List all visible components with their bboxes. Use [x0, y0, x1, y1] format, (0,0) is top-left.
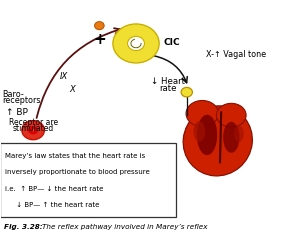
Ellipse shape: [186, 100, 218, 127]
Text: The reflex pathway involved in Marey’s reflex: The reflex pathway involved in Marey’s r…: [41, 224, 207, 230]
Text: ↓ BP— ↑ the heart rate: ↓ BP— ↑ the heart rate: [5, 202, 99, 208]
Text: ↑ BP: ↑ BP: [6, 108, 28, 117]
Ellipse shape: [197, 115, 217, 155]
Text: stimulated: stimulated: [12, 124, 54, 133]
Circle shape: [113, 24, 159, 63]
Text: inversely proportionate to blood pressure: inversely proportionate to blood pressur…: [5, 169, 149, 175]
Text: i.e.  ↑ BP— ↓ the heart rate: i.e. ↑ BP— ↓ the heart rate: [5, 186, 103, 192]
Text: rate: rate: [160, 84, 177, 93]
Text: receptors: receptors: [2, 97, 41, 105]
Circle shape: [95, 22, 104, 30]
Text: X: X: [70, 85, 76, 94]
Circle shape: [32, 129, 35, 131]
Text: Receptor are: Receptor are: [9, 118, 58, 127]
Ellipse shape: [234, 125, 244, 142]
Ellipse shape: [183, 106, 252, 176]
Circle shape: [128, 36, 145, 51]
Ellipse shape: [193, 121, 205, 141]
Circle shape: [181, 87, 192, 97]
Text: X-↑ Vagal tone: X-↑ Vagal tone: [206, 50, 267, 59]
Circle shape: [22, 121, 44, 140]
Text: IX: IX: [60, 72, 68, 81]
Text: CIC: CIC: [163, 38, 180, 47]
Ellipse shape: [216, 103, 246, 127]
Circle shape: [28, 126, 38, 135]
Text: Fig. 3.28:: Fig. 3.28:: [3, 224, 42, 230]
Text: ↓ Heart: ↓ Heart: [151, 77, 185, 87]
Text: Marey’s law states that the heart rate is: Marey’s law states that the heart rate i…: [5, 153, 145, 159]
Text: Baro-: Baro-: [2, 90, 24, 99]
Ellipse shape: [223, 122, 239, 153]
FancyBboxPatch shape: [0, 143, 176, 217]
Text: +: +: [93, 32, 106, 47]
